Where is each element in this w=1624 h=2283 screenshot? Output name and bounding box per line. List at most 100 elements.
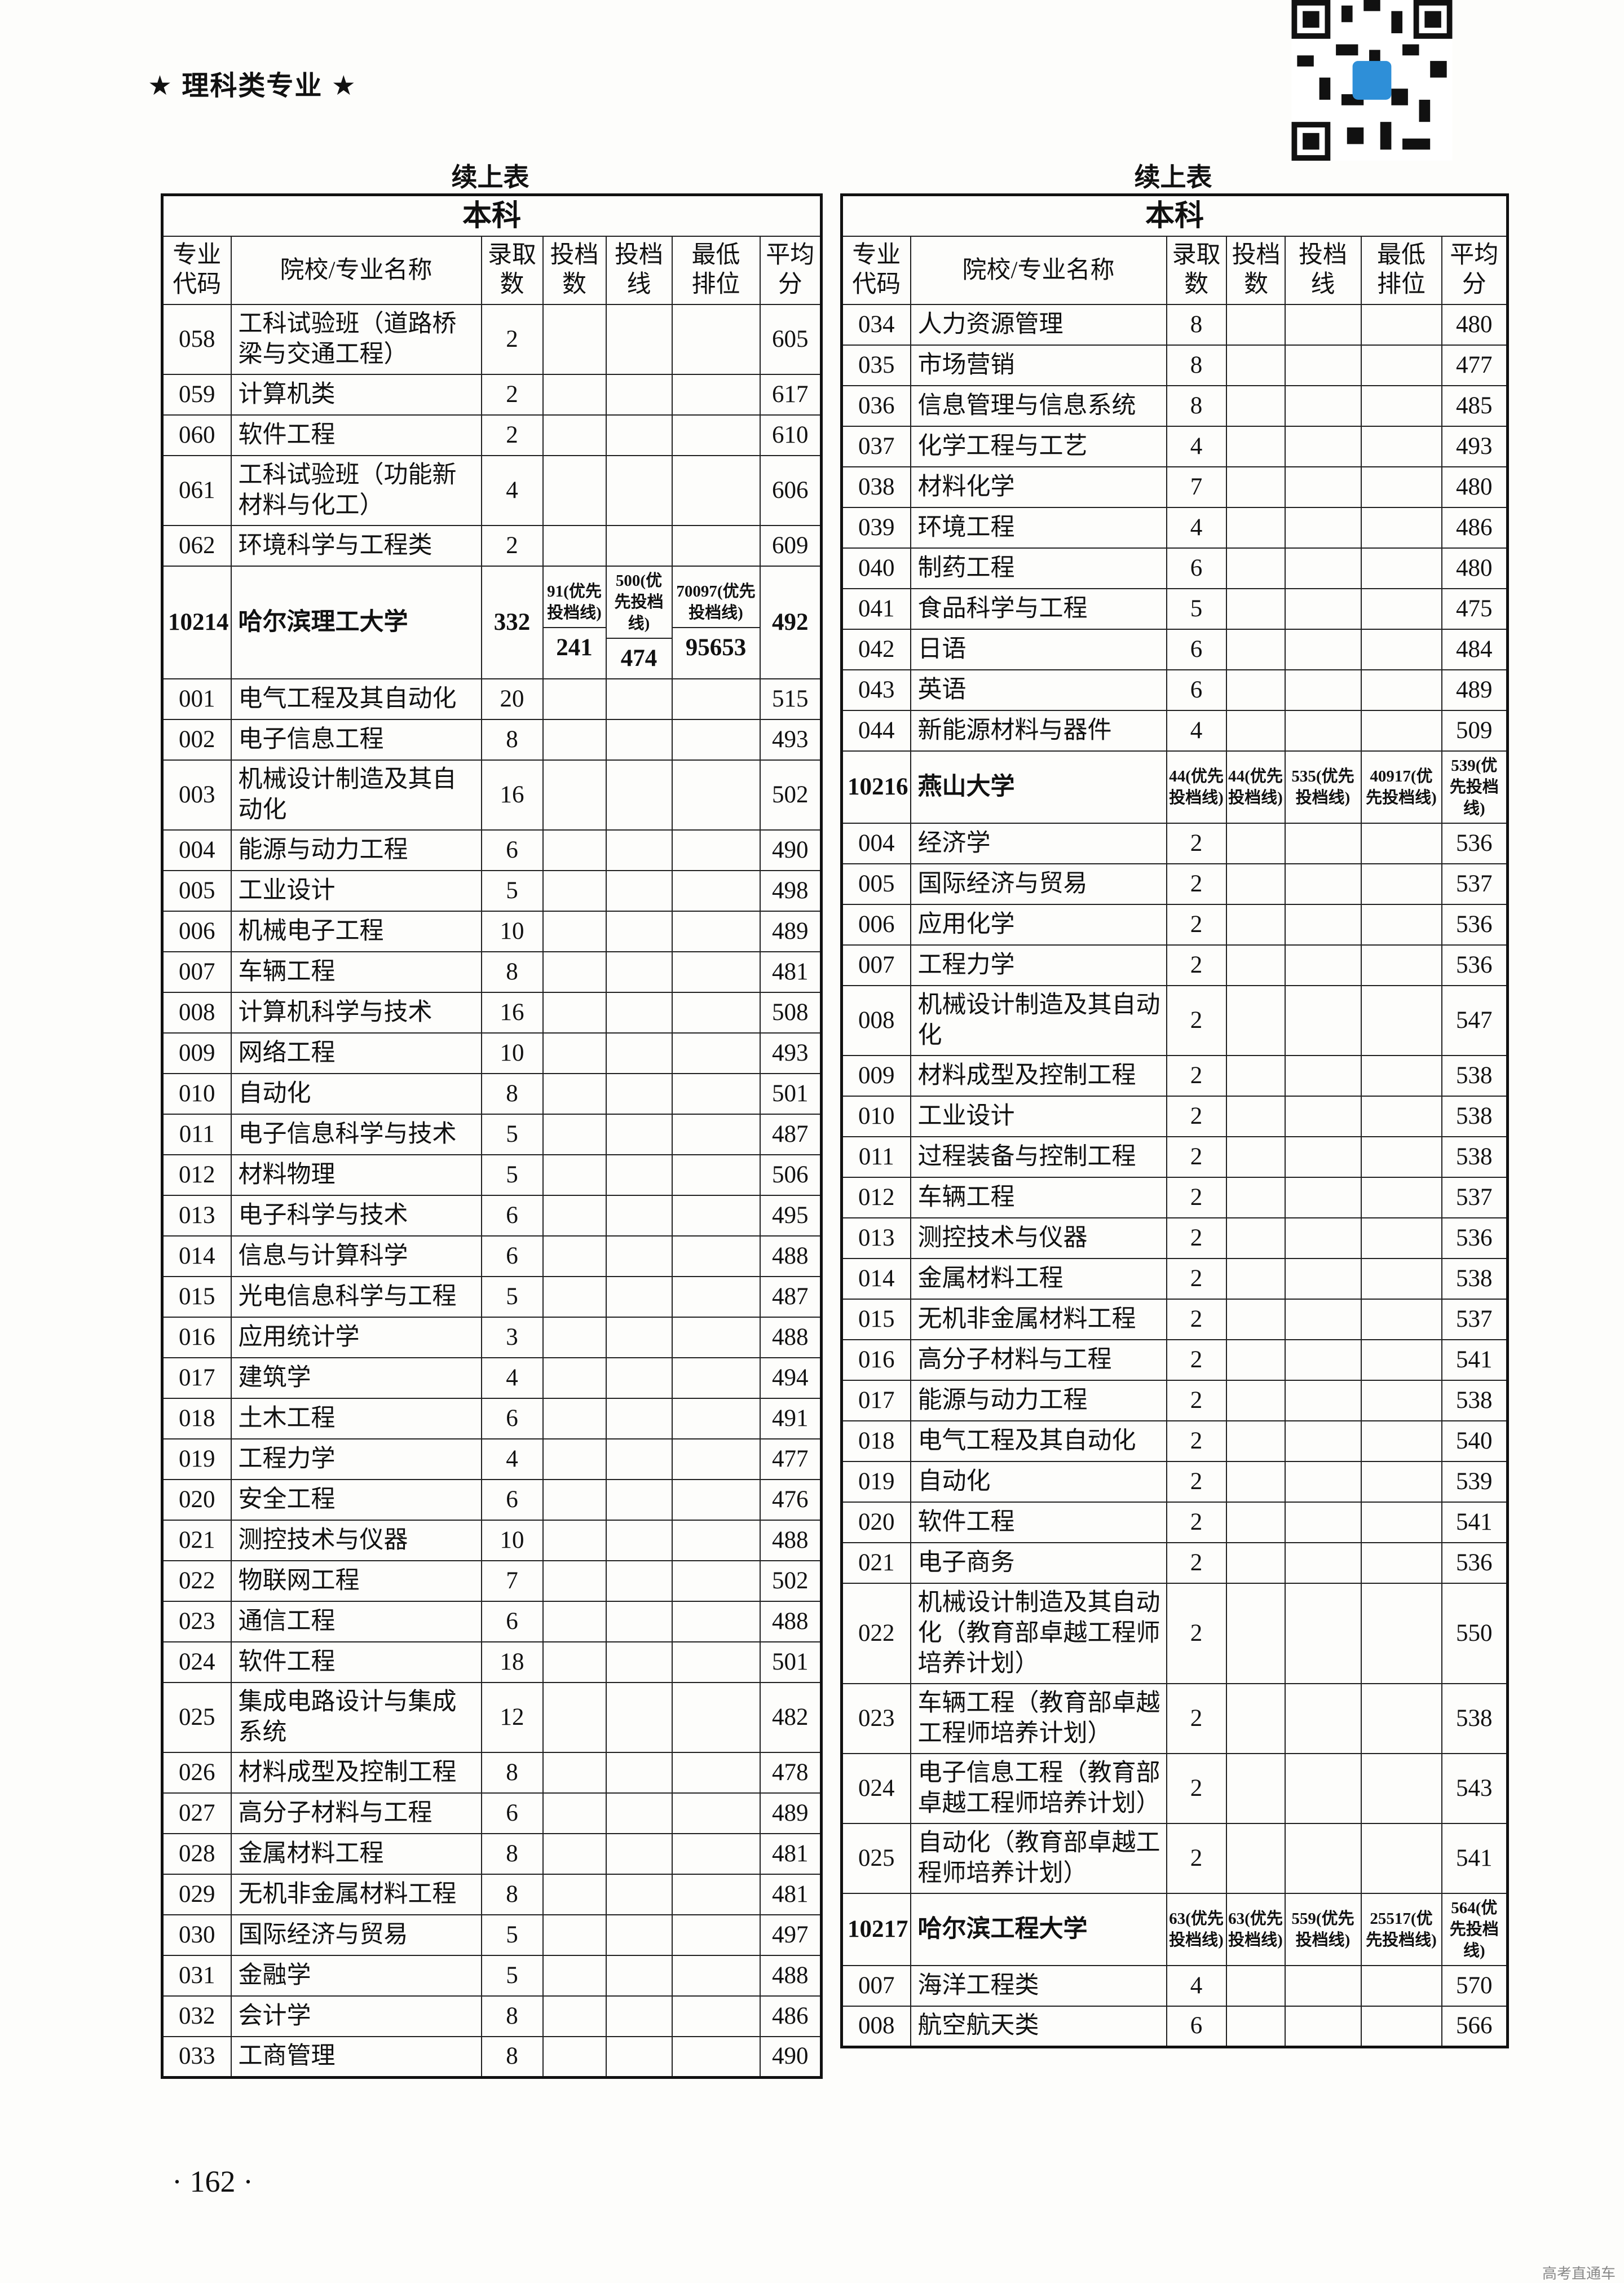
empty-cell [1360,1542,1442,1584]
empty-cell [1225,863,1286,905]
empty-cell [1284,1177,1362,1218]
empty-cell [605,1398,673,1439]
cell: 478 [759,1752,822,1794]
empty-cell [1284,1583,1362,1684]
cell: 4 [1166,710,1227,752]
cell: 543 [1441,1753,1508,1824]
major-row: 019 自动化 2 539 [841,1461,1508,1503]
cell: 536 [1441,823,1508,864]
name-cell: 电气工程及其自动化 [230,678,482,720]
major-row: 016 高分子材料与工程 2 541 [841,1339,1508,1381]
empty-cell [542,951,607,993]
cell: 536 [1441,1542,1508,1584]
major-row: 008 航空航天类 6 566 [841,2006,1508,2047]
cell: 012 [841,1177,911,1218]
cell: 7 [480,1560,544,1602]
cell: 539(优先投档线) [1441,750,1508,824]
cell: 490 [759,829,822,871]
column-header: 投档数 [542,236,607,305]
empty-cell [1225,426,1286,467]
cell: 8 [480,1874,544,1915]
major-row: 042 日语 6 484 [841,629,1508,670]
cell: 6 [480,1601,544,1642]
major-row: 034 人力资源管理 8 480 [841,304,1508,346]
empty-cell [1360,507,1442,549]
major-row: 062 环境科学与工程类 2 609 [161,525,822,567]
name-cell: 高分子材料与工程 [910,1339,1167,1381]
cell: 042 [841,629,911,670]
empty-cell [1225,1339,1286,1381]
cell: 487 [759,1276,822,1318]
empty-cell [605,1520,673,1561]
cell: 44(优先投档线) [1166,750,1227,824]
empty-cell [671,1833,761,1875]
cell: 475 [1441,588,1508,630]
cell: 8 [480,1073,544,1115]
empty-cell [1360,1177,1442,1218]
empty-cell [671,525,761,567]
header-text: 院校/专业名称 [962,257,1115,284]
empty-cell [1360,304,1442,346]
empty-cell [1284,1339,1362,1381]
cell: 021 [161,1520,232,1561]
name-cell: 电气工程及其自动化 [910,1420,1167,1462]
cell: 058 [161,304,232,375]
cell: 017 [841,1380,911,1421]
empty-cell [1225,588,1286,630]
name-cell: 经济学 [910,823,1167,864]
admission-table: 本科 专业代码 院校/专业名称 录取数 投档数 投档线 最低排位 平均分 058 工科试验班（道路… [161,193,823,2079]
school-row: 10217 哈尔滨工程大学 63(优先投档线) 63(优先投档线) 559(优先投档线)… [841,1893,1508,1966]
empty-cell [605,525,673,567]
cell: 8 [1166,345,1227,386]
header-row: 专业代码 院校/专业名称 录取数 投档数 投档线 最低排位 平均分 [841,236,1508,305]
cell: 6 [480,1195,544,1237]
cell: 500(优先投档线) 474 [605,566,673,679]
cell: 63(优先投档线) [1225,1893,1286,1966]
empty-cell [1225,1965,1286,2007]
cell: 5 [1166,588,1227,630]
name-cell: 工业设计 [910,1096,1167,1137]
cell: 017 [161,1357,232,1399]
major-row: 061 工科试验班（功能新材料与化工） 4 606 [161,455,822,526]
empty-cell [1360,1583,1442,1684]
empty-cell [671,1520,761,1561]
empty-cell [542,1479,607,1521]
cell: 509 [1441,710,1508,752]
empty-cell [671,1032,761,1074]
major-row: 021 电子商务 2 536 [841,1542,1508,1584]
empty-cell [542,1195,607,1237]
empty-cell [542,1520,607,1561]
cell: 013 [161,1195,232,1237]
cell: 490 [759,2036,822,2078]
cell: 6 [480,1479,544,1521]
major-row: 023 通信工程 6 488 [161,1601,822,1642]
empty-cell [1284,1753,1362,1824]
empty-cell [605,1235,673,1277]
name-cell: 软件工程 [910,1502,1167,1543]
major-row: 017 能源与动力工程 2 538 [841,1380,1508,1421]
empty-cell [1225,1502,1286,1543]
empty-cell [542,304,607,375]
cell: 539 [1441,1461,1508,1503]
cell: 547 [1441,985,1508,1056]
cell: 488 [759,1955,822,1997]
empty-cell [1284,1136,1362,1178]
empty-cell [542,414,607,456]
empty-cell [671,304,761,375]
cell: 2 [1166,1177,1227,1218]
empty-cell [671,1914,761,1956]
priority-value: 70097(优先投档线) [672,577,760,628]
empty-cell [542,1154,607,1196]
empty-cell [605,1276,673,1318]
major-row: 001 电气工程及其自动化 20 515 [161,678,822,720]
empty-cell [1284,1217,1362,1259]
empty-cell [1360,863,1442,905]
column-header: 投档线 [605,236,673,305]
cell: 024 [841,1753,911,1824]
empty-cell [1284,985,1362,1056]
empty-cell [605,2036,673,2078]
cell: 2 [480,304,544,375]
name-cell: 安全工程 [230,1479,482,1521]
cell: 501 [759,1073,822,1115]
cell: 8 [480,1995,544,2037]
